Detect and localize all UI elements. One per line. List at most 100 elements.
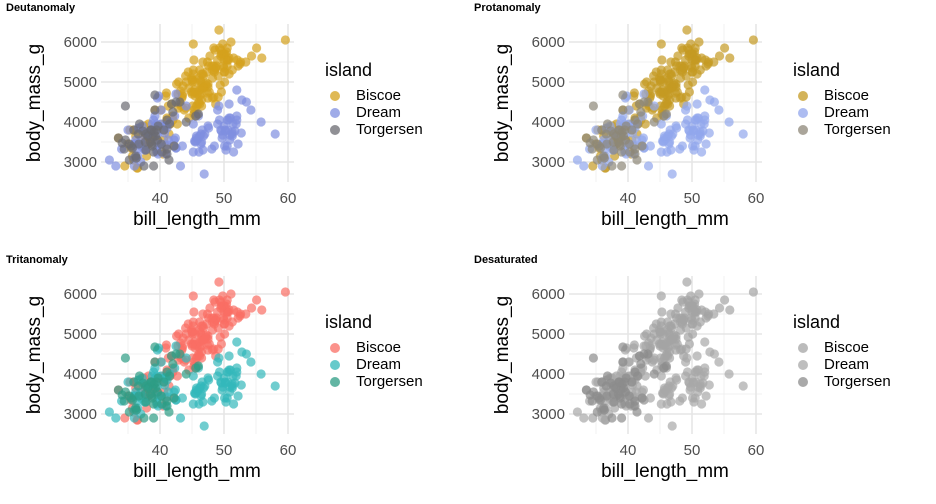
point-torgersen — [150, 357, 160, 367]
point-torgersen — [588, 387, 598, 397]
legend-item-dream: Dream — [325, 356, 423, 373]
point-dream — [163, 387, 173, 397]
point-dream — [656, 119, 666, 129]
point-dream — [191, 131, 202, 141]
point-torgersen — [588, 135, 598, 145]
point-biscoe — [748, 287, 758, 297]
point-dream — [224, 351, 234, 361]
point-biscoe — [697, 305, 707, 315]
plot-svg: 40 50 60 3000 4000 5000 6000 bill_length_mm body… — [24, 276, 296, 482]
point-dream — [171, 341, 181, 351]
legend-dot-icon — [798, 359, 808, 370]
point-dream — [198, 383, 209, 393]
point-dream — [129, 413, 139, 423]
point-dream — [700, 85, 710, 95]
x-tick-label: 50 — [684, 442, 701, 459]
point-torgersen — [632, 155, 642, 165]
point-dream — [214, 367, 225, 377]
y-tick-label: 3000 — [64, 154, 97, 171]
point-biscoe — [189, 307, 199, 317]
point-biscoe — [246, 51, 257, 61]
point-torgersen — [181, 369, 191, 379]
y-tick-label: 5000 — [532, 74, 565, 91]
point-torgersen — [617, 413, 627, 423]
point-torgersen — [617, 399, 627, 409]
point-dream — [156, 105, 166, 115]
point-biscoe — [181, 71, 191, 81]
point-biscoe — [257, 53, 267, 63]
point-dream — [256, 369, 266, 379]
point-torgersen — [156, 391, 166, 401]
point-biscoe — [229, 53, 239, 63]
legend-item-torgersen: Torgersen — [793, 373, 891, 390]
point-torgersen — [134, 119, 145, 129]
point-biscoe — [181, 323, 191, 333]
point-torgersen — [607, 413, 617, 423]
point-biscoe — [666, 309, 676, 319]
panel-deutanomaly: 40 50 60 3000 4000 5000 6000 bill_length_mm body… — [0, 0, 468, 252]
point-torgersen — [624, 391, 634, 401]
point-dream — [699, 371, 709, 381]
point-biscoe — [655, 89, 665, 99]
point-dream — [224, 365, 234, 375]
point-biscoe — [172, 371, 182, 381]
panel-title: Protanomaly — [474, 2, 541, 14]
point-dream — [171, 89, 181, 99]
point-biscoe — [218, 291, 228, 301]
point-torgersen — [602, 371, 613, 381]
point-biscoe — [280, 35, 290, 45]
point-torgersen — [139, 413, 149, 423]
point-dream — [701, 391, 711, 401]
point-biscoe — [187, 341, 197, 351]
point-torgersen — [149, 147, 159, 157]
y-tick-label: 6000 — [64, 34, 97, 51]
point-dream — [572, 155, 582, 165]
point-dream — [666, 131, 677, 141]
panel-tritanomaly: 40 50 60 3000 4000 5000 6000 bill_length_mm body… — [0, 252, 468, 504]
point-dream — [724, 117, 734, 127]
point-dream — [688, 378, 698, 388]
x-tick-label: 60 — [280, 190, 297, 207]
point-dream — [170, 385, 180, 395]
point-torgersen — [166, 351, 177, 361]
point-dream — [667, 169, 677, 179]
point-biscoe — [656, 39, 666, 49]
point-biscoe — [686, 291, 696, 301]
point-torgersen — [594, 141, 604, 151]
point-biscoe — [218, 39, 228, 49]
point-biscoe — [219, 67, 229, 77]
legend-label: Biscoe — [824, 339, 870, 356]
point-biscoe — [725, 53, 735, 63]
point-torgersen — [597, 125, 607, 135]
legend: island Biscoe Dream Torgersen — [325, 312, 423, 390]
point-torgersen — [618, 357, 628, 367]
point-dream — [697, 399, 707, 409]
y-tick-label: 5000 — [64, 74, 97, 91]
point-dream — [699, 119, 709, 129]
point-torgersen — [659, 363, 669, 373]
x-tick-label: 50 — [684, 190, 701, 207]
point-torgersen — [134, 371, 145, 381]
point-torgersen — [168, 359, 178, 369]
point-biscoe — [629, 343, 639, 353]
point-torgersen — [166, 99, 177, 109]
panel-title: Deutanomaly — [6, 2, 76, 14]
point-dream — [104, 155, 114, 165]
point-dream — [645, 393, 655, 403]
legend-label: Dream — [356, 356, 402, 373]
point-dream — [714, 357, 724, 367]
point-biscoe — [714, 303, 725, 313]
point-torgersen — [643, 97, 653, 107]
point-dream — [638, 133, 648, 143]
legend: island Biscoe Dream Torgersen — [793, 312, 891, 390]
point-torgersen — [659, 111, 669, 121]
point-biscoe — [210, 297, 220, 307]
point-biscoe — [197, 321, 207, 331]
point-biscoe — [207, 65, 218, 75]
point-dream — [675, 396, 685, 406]
point-dream — [709, 349, 719, 359]
point-biscoe — [236, 57, 246, 67]
legend-label: Dream — [824, 356, 870, 373]
point-dream — [207, 396, 217, 406]
y-tick-label: 4000 — [532, 114, 565, 131]
